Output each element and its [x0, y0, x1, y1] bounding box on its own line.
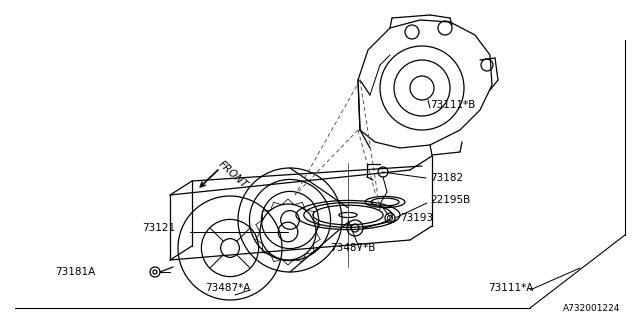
- Text: 73193: 73193: [400, 213, 433, 223]
- Text: 73121: 73121: [142, 223, 175, 233]
- Text: 73111*B: 73111*B: [430, 100, 476, 110]
- Text: 73182: 73182: [430, 173, 463, 183]
- Text: FRONT: FRONT: [217, 159, 250, 190]
- Text: 73487*A: 73487*A: [205, 283, 250, 293]
- Text: 73181A: 73181A: [55, 267, 95, 277]
- Text: A732001224: A732001224: [563, 304, 620, 313]
- Text: 22195B: 22195B: [430, 195, 470, 205]
- Text: 73487*B: 73487*B: [330, 243, 376, 253]
- Text: 73111*A: 73111*A: [488, 283, 533, 293]
